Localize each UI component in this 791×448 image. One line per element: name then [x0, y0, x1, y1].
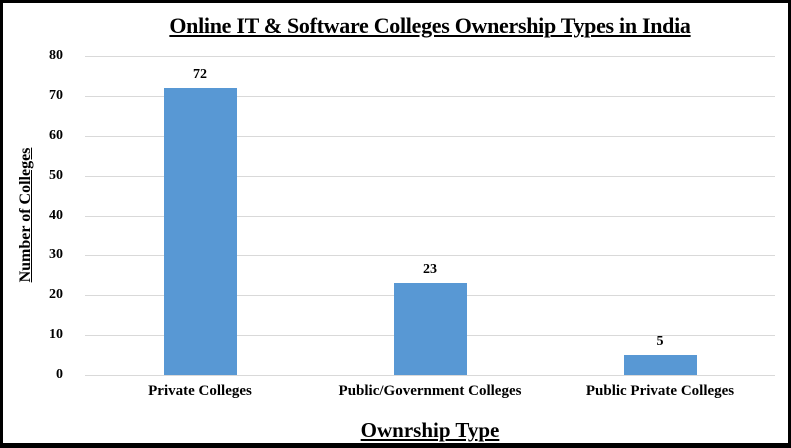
- plot-area: 72 23 5: [85, 56, 775, 376]
- gridline-30: [85, 255, 775, 257]
- gridline-60: [85, 135, 775, 137]
- gridline-40: [85, 215, 775, 217]
- y-tick-label-70: 70: [49, 87, 63, 103]
- gridline-50: [85, 175, 775, 177]
- gridline-0: [85, 375, 775, 376]
- gridline-70: [85, 95, 775, 97]
- bar-1: [393, 283, 467, 375]
- y-tick-label-20: 20: [49, 287, 63, 303]
- y-tick-label-40: 40: [49, 207, 63, 223]
- category-label-0: Private Colleges: [148, 383, 252, 399]
- y-tick-label-60: 60: [49, 127, 63, 143]
- y-tick-label-30: 30: [49, 247, 63, 263]
- chart-title: Online IT & Software Colleges Ownership …: [169, 13, 691, 38]
- y-tick-label-10: 10: [49, 327, 63, 343]
- y-tick-label-50: 50: [49, 167, 63, 183]
- category-label-1: Public/Government Colleges: [338, 383, 522, 399]
- x-axis-title: Ownrship Type: [360, 418, 500, 442]
- gridline-80: [85, 56, 775, 57]
- bar-value-label-0: 72: [193, 66, 207, 82]
- category-label-2: Public Private Colleges: [585, 383, 735, 399]
- y-tick-label-80: 80: [49, 48, 63, 63]
- y-tick-label-0: 0: [56, 367, 63, 382]
- bar-2: [623, 355, 697, 375]
- bar-0: [163, 87, 237, 375]
- bar-value-label-1: 23: [423, 262, 437, 278]
- bar-value-label-2: 5: [656, 334, 664, 350]
